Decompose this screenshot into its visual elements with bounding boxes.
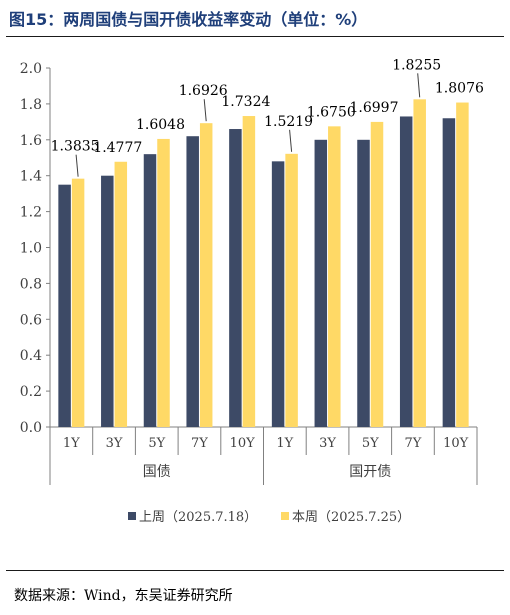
x-category-label: 5Y (362, 436, 379, 451)
x-group-label: 国债 (143, 464, 171, 480)
legend-swatch-last-week (128, 512, 136, 520)
y-tick-label: 1.2 (20, 205, 42, 221)
bar-last-week (271, 161, 285, 427)
bar-this-week (242, 116, 256, 427)
x-category-label: 3Y (319, 436, 336, 451)
data-label-leader (417, 73, 421, 98)
y-tick-label: 1.0 (20, 241, 42, 257)
data-label-leader (289, 129, 293, 152)
bar-last-week (442, 118, 456, 427)
bar-last-week (357, 139, 370, 428)
bar-this-week (413, 99, 426, 427)
data-label: 1.6750 (307, 104, 356, 120)
figure-title: 图15：两周国债与国开债收益率变动（单位：%） (9, 10, 368, 29)
bar-this-week (456, 102, 469, 427)
bar-last-week (399, 116, 413, 427)
data-label: 1.4777 (93, 140, 142, 156)
bar-this-week (370, 121, 384, 428)
x-category-label: 1Y (63, 436, 80, 451)
x-category-label: 5Y (148, 436, 165, 451)
bar-chart: 0.0 0.2 0.4 0.6 0.8 1.0 1.2 1.4 1.6 1.8 2.0 1Y 3Y 5Y 7… (20, 57, 484, 525)
legend-swatch-this-week (281, 512, 289, 520)
x-category-label: 10Y (230, 436, 256, 451)
bar-last-week (101, 175, 114, 427)
data-label: 1.7324 (221, 94, 270, 110)
y-tick-label: 2.0 (20, 61, 42, 77)
data-label: 1.8255 (392, 57, 441, 73)
bar-last-week (229, 129, 242, 427)
bar-this-week (157, 138, 170, 427)
bar-last-week (186, 136, 199, 427)
data-label: 1.6926 (179, 83, 228, 99)
data-label-leader (203, 99, 207, 122)
data-label: 1.3835 (51, 139, 100, 155)
x-category-label: 7Y (405, 436, 422, 451)
y-tick-label: 0.8 (20, 276, 42, 292)
data-label: 1.8076 (435, 81, 484, 97)
bar-last-week (143, 154, 157, 427)
data-label: 1.5219 (264, 114, 313, 130)
legend-label-last-week: 上周（2025.7.18） (139, 510, 257, 525)
y-tick-label: 1.6 (20, 133, 42, 149)
x-category-label: 1Y (276, 436, 293, 451)
y-tick-label: 1.4 (20, 169, 42, 185)
y-tick-label: 0.2 (20, 384, 42, 400)
bar-this-week (71, 178, 85, 427)
source-note: 数据来源：Wind，东吴证券研究所 (14, 588, 233, 604)
bar-last-week (58, 184, 71, 427)
title-rule (6, 36, 504, 37)
bar-this-week (199, 123, 213, 428)
x-group-label: 国开债 (349, 464, 391, 480)
x-category-label: 7Y (191, 436, 208, 451)
y-tick-label: 1.8 (20, 97, 42, 113)
data-label: 1.6997 (350, 100, 399, 116)
bar-this-week (114, 161, 128, 427)
x-category-label: 3Y (106, 436, 123, 451)
bar-this-week (328, 126, 341, 428)
y-tick-label: 0.4 (20, 348, 42, 364)
y-tick-label: 0.6 (20, 312, 42, 328)
bar-last-week (314, 139, 328, 428)
y-tick-label: 0.0 (20, 420, 42, 436)
x-category-label: 10Y (443, 436, 469, 451)
legend-label-this-week: 本周（2025.7.25） (292, 510, 410, 525)
data-label-leader (75, 154, 79, 177)
source-rule (6, 570, 504, 571)
data-label: 1.6048 (136, 117, 185, 133)
bar-this-week (285, 153, 298, 427)
